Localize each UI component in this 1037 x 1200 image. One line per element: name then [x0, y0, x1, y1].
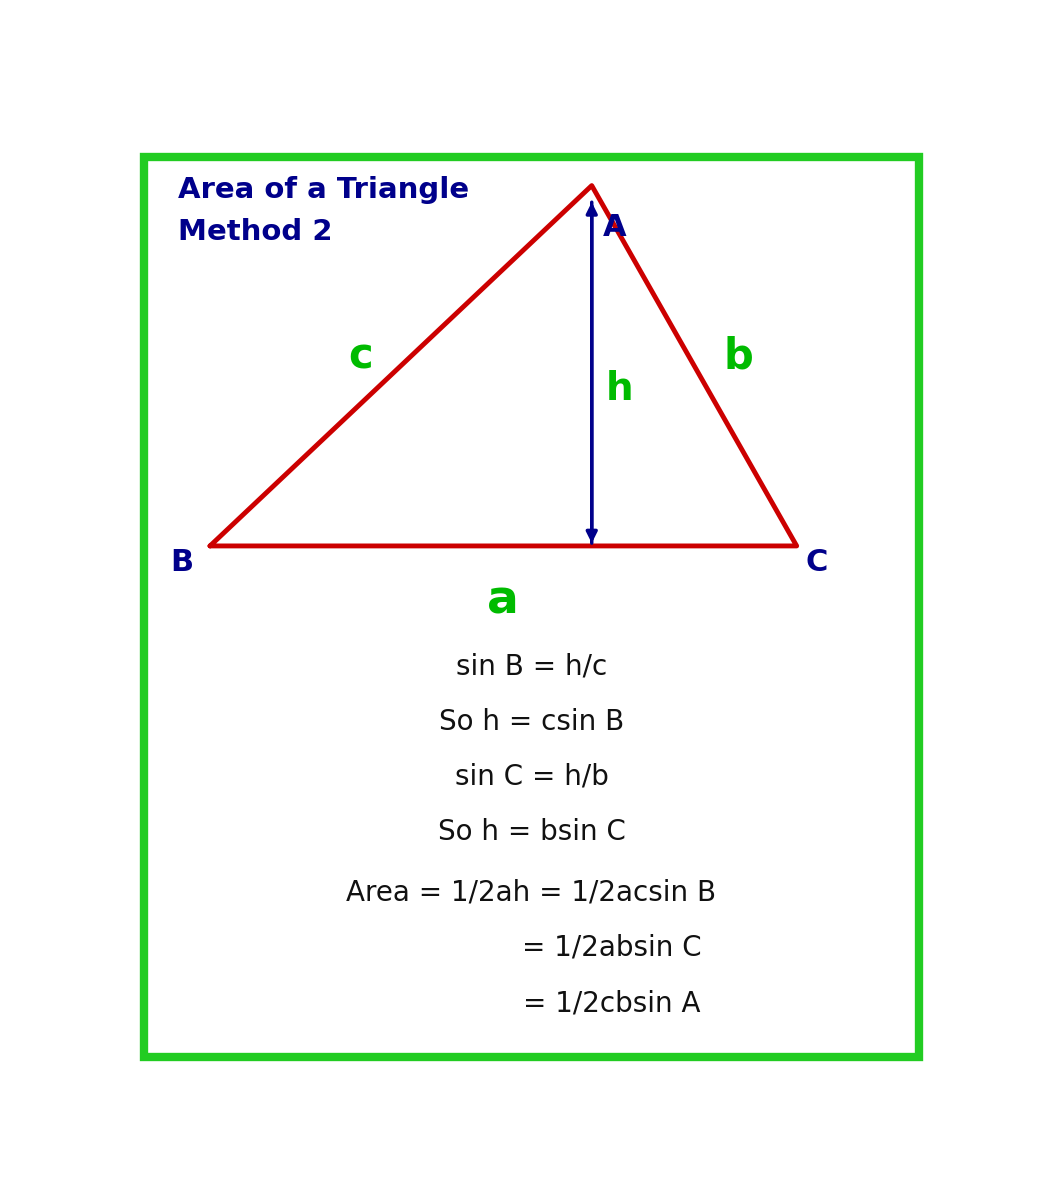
Text: Method 2: Method 2: [178, 218, 332, 246]
Text: sin C = h/b: sin C = h/b: [454, 763, 609, 791]
Text: So h = csin B: So h = csin B: [439, 708, 624, 736]
Text: b: b: [724, 336, 753, 378]
Text: Area = 1/2ah = 1/2acsin B: Area = 1/2ah = 1/2acsin B: [346, 878, 717, 906]
Text: Area of a Triangle: Area of a Triangle: [178, 176, 469, 204]
Text: h: h: [606, 370, 634, 408]
Text: a: a: [487, 578, 520, 624]
Text: So h = bsin C: So h = bsin C: [438, 818, 625, 846]
Text: C: C: [806, 548, 828, 577]
Text: c: c: [348, 336, 373, 378]
Text: sin B = h/c: sin B = h/c: [456, 652, 607, 680]
Text: A: A: [602, 212, 626, 241]
Text: = 1/2cbsin A: = 1/2cbsin A: [523, 989, 701, 1018]
Text: = 1/2absin C: = 1/2absin C: [522, 934, 702, 962]
Text: B: B: [170, 548, 194, 577]
